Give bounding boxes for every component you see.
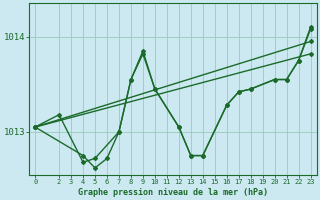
X-axis label: Graphe pression niveau de la mer (hPa): Graphe pression niveau de la mer (hPa) <box>78 188 268 197</box>
